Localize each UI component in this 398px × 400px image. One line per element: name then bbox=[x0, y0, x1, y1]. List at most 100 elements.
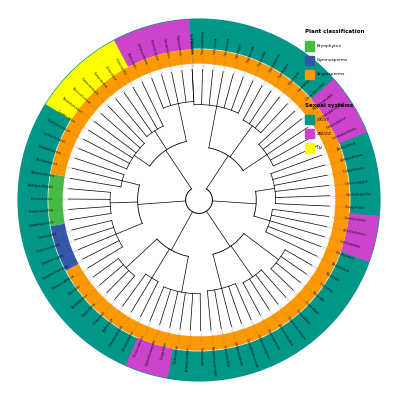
Text: Osyris alba: Osyris alba bbox=[68, 284, 82, 296]
Text: Morus alba: Morus alba bbox=[311, 291, 324, 303]
Bar bbox=[304, 56, 314, 65]
Text: Spinacia oleracea: Spinacia oleracea bbox=[136, 42, 148, 64]
Text: Piper nigrum: Piper nigrum bbox=[288, 71, 301, 86]
Text: Dioscorea tokoro: Dioscorea tokoro bbox=[31, 197, 53, 201]
Text: Carica papaya: Carica papaya bbox=[39, 232, 57, 240]
Text: Lychnis flos-cuculi: Lychnis flos-cuculi bbox=[43, 132, 65, 144]
Text: Piper kadsura: Piper kadsura bbox=[278, 62, 291, 79]
Text: Hippophae rhamnoides: Hippophae rhamnoides bbox=[41, 264, 69, 281]
Text: Diospyros lotus: Diospyros lotus bbox=[345, 205, 365, 210]
Text: Magnolia denudata: Magnolia denudata bbox=[313, 93, 334, 111]
Text: Sexual systems: Sexual systems bbox=[304, 103, 353, 108]
Text: Myrica gale: Myrica gale bbox=[325, 272, 339, 282]
Bar bbox=[304, 115, 314, 124]
Text: Schisandra chinensis: Schisandra chinensis bbox=[332, 126, 357, 141]
Text: Salix matsudana: Salix matsudana bbox=[188, 33, 193, 54]
Text: Gymnosperms: Gymnosperms bbox=[317, 58, 348, 62]
Text: Cycas revoluta: Cycas revoluta bbox=[173, 345, 179, 364]
Text: Vaccinium myrtillus: Vaccinium myrtillus bbox=[345, 192, 370, 197]
Text: Antidesma bunius: Antidesma bunius bbox=[121, 330, 135, 352]
Text: Salix cinerea: Salix cinerea bbox=[213, 38, 219, 54]
Text: Polytrichum commune: Polytrichum commune bbox=[286, 316, 306, 340]
Text: Cannabis sativa: Cannabis sativa bbox=[162, 37, 170, 57]
Text: Taxus baccata: Taxus baccata bbox=[199, 346, 203, 364]
Text: Chloranthus erectus: Chloranthus erectus bbox=[305, 82, 326, 102]
Text: Viscum album: Viscum album bbox=[304, 300, 319, 315]
Text: Pellia endiviifolia: Pellia endiviifolia bbox=[222, 344, 230, 366]
Text: Bryum argenteum: Bryum argenteum bbox=[266, 328, 281, 350]
Text: Salix fragilis: Salix fragilis bbox=[236, 43, 244, 59]
Text: Pistacia vera: Pistacia vera bbox=[92, 310, 106, 325]
Text: Ecballium elaterium: Ecballium elaterium bbox=[46, 118, 70, 134]
Text: Kadsura japonica: Kadsura japonica bbox=[326, 116, 347, 130]
Text: Aucuba japonica: Aucuba japonica bbox=[70, 294, 89, 310]
Text: Arctopus echinatus: Arctopus echinatus bbox=[30, 170, 55, 178]
Text: Cerastium arvense: Cerastium arvense bbox=[37, 144, 61, 155]
Text: Melandrium album: Melandrium album bbox=[62, 96, 83, 114]
Text: Mercurialis annua: Mercurialis annua bbox=[71, 87, 90, 104]
Circle shape bbox=[18, 19, 380, 381]
Text: Rumex acetosa: Rumex acetosa bbox=[92, 71, 107, 88]
Polygon shape bbox=[341, 213, 379, 262]
Text: Actinidia chinensis: Actinidia chinensis bbox=[342, 228, 366, 237]
Text: Conocephalum conicum: Conocephalum conicum bbox=[245, 338, 258, 368]
Polygon shape bbox=[114, 19, 191, 67]
Polygon shape bbox=[51, 50, 192, 176]
Polygon shape bbox=[48, 174, 65, 226]
Bar bbox=[304, 129, 314, 138]
Text: Humulus lupulus: Humulus lupulus bbox=[149, 39, 159, 60]
Text: Sarcandra glabra: Sarcandra glabra bbox=[297, 75, 314, 94]
Polygon shape bbox=[46, 40, 128, 120]
Text: Cotinus coggygria: Cotinus coggygria bbox=[344, 179, 367, 186]
Polygon shape bbox=[51, 224, 79, 271]
Text: Cucumis sativus: Cucumis sativus bbox=[57, 109, 76, 123]
Text: Liriodendron tulipifera: Liriodendron tulipifera bbox=[320, 101, 345, 120]
Text: Zanthoxylum sp.: Zanthoxylum sp. bbox=[336, 140, 357, 152]
Text: Ficus carica: Ficus carica bbox=[318, 282, 333, 293]
Text: Empetrum nigrum: Empetrum nigrum bbox=[41, 254, 64, 266]
Text: Rhamnus cathartica: Rhamnus cathartica bbox=[52, 275, 75, 291]
Text: Ginkgo biloba: Ginkgo biloba bbox=[160, 342, 168, 360]
Text: Camellia sinensis: Camellia sinensis bbox=[344, 216, 366, 223]
Text: Beta vulgaris: Beta vulgaris bbox=[126, 52, 137, 69]
Text: UV: UV bbox=[317, 146, 323, 150]
Circle shape bbox=[63, 64, 335, 336]
Text: Euphorbia marginata: Euphorbia marginata bbox=[145, 339, 157, 366]
Polygon shape bbox=[125, 338, 173, 378]
Text: Alnus glutinosa: Alnus glutinosa bbox=[330, 261, 349, 273]
Text: Populus tremula: Populus tremula bbox=[175, 34, 182, 55]
Text: Garya elliptica: Garya elliptica bbox=[81, 302, 97, 318]
Text: Bryophytes: Bryophytes bbox=[317, 44, 342, 48]
Text: Corylus avellana: Corylus avellana bbox=[339, 239, 360, 249]
Text: Silene latifolia: Silene latifolia bbox=[114, 57, 127, 74]
Text: Betula pendula: Betula pendula bbox=[335, 250, 355, 261]
Text: Asparagus officinalis: Asparagus officinalis bbox=[27, 183, 53, 189]
Text: Pistacia lentiscus: Pistacia lentiscus bbox=[342, 166, 364, 174]
Text: XX/XY: XX/XY bbox=[317, 118, 330, 122]
Text: Rumex acetosella: Rumex acetosella bbox=[80, 77, 99, 96]
Text: Populus davidiana: Populus davidiana bbox=[201, 30, 206, 54]
Text: Chamaerops humilis: Chamaerops humilis bbox=[29, 220, 55, 228]
Polygon shape bbox=[311, 79, 367, 144]
Text: Phoenix dactylifera: Phoenix dactylifera bbox=[29, 208, 53, 214]
Bar bbox=[304, 144, 314, 153]
Text: Silene dioica: Silene dioica bbox=[104, 66, 117, 81]
Text: Salix caprea: Salix caprea bbox=[189, 38, 193, 54]
Bar bbox=[304, 70, 314, 79]
Text: Thalictrum dioicum: Thalictrum dioicum bbox=[36, 243, 60, 254]
Text: Ilex aquifolium: Ilex aquifolium bbox=[295, 308, 310, 324]
Text: Plant classification: Plant classification bbox=[304, 29, 364, 34]
Text: Ricinus communis: Ricinus communis bbox=[134, 335, 146, 358]
Text: Ailanthus altissima: Ailanthus altissima bbox=[339, 152, 364, 163]
Text: Juglans regia: Juglans regia bbox=[102, 318, 115, 333]
Text: Atrichum undulatum: Atrichum undulatum bbox=[276, 322, 294, 346]
Text: Sphagnum palustre: Sphagnum palustre bbox=[234, 342, 244, 366]
Text: Salix viminalis: Salix viminalis bbox=[224, 38, 232, 56]
Polygon shape bbox=[66, 49, 350, 351]
Text: Leptopus chinensis: Leptopus chinensis bbox=[109, 324, 125, 347]
Text: Populus nigra: Populus nigra bbox=[247, 45, 256, 63]
Text: Juniperus communis: Juniperus communis bbox=[185, 346, 191, 372]
Text: Antennaria dioica: Antennaria dioica bbox=[35, 157, 57, 166]
Text: Angiosperms: Angiosperms bbox=[317, 72, 345, 76]
Bar bbox=[304, 41, 314, 50]
